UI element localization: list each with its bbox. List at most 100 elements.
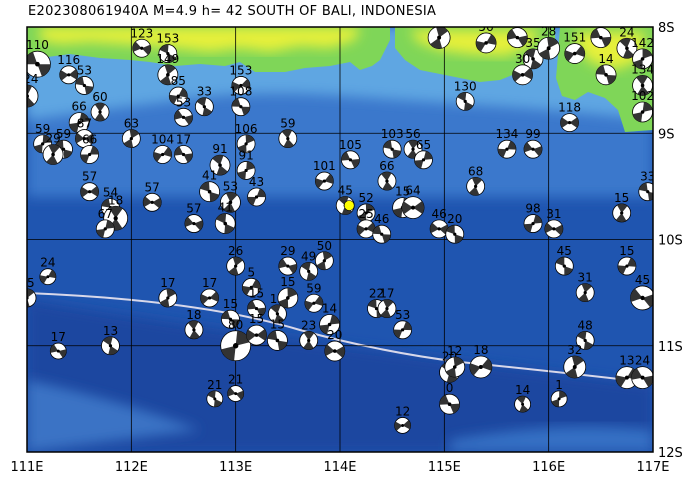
beachball: 21 bbox=[206, 378, 224, 408]
beachball-quadrant bbox=[512, 70, 523, 82]
beachball-quadrant bbox=[464, 101, 474, 111]
beachball-quadrant bbox=[46, 154, 58, 165]
beachball-depth-label: 29 bbox=[45, 132, 60, 146]
beachball-quadrant bbox=[251, 279, 261, 289]
beachball-quadrant bbox=[430, 222, 440, 234]
beachball-quadrant bbox=[89, 186, 99, 197]
beachball: 21 bbox=[227, 373, 245, 402]
beachball-quadrant bbox=[324, 173, 334, 184]
beachball-quadrant bbox=[382, 181, 393, 191]
beachball-quadrant bbox=[278, 297, 289, 308]
beachball-quadrant bbox=[246, 329, 257, 342]
beachball-center bbox=[275, 312, 280, 316]
beachball-quadrant bbox=[256, 307, 266, 317]
beachball: 20 bbox=[445, 212, 465, 244]
beachball: 101 bbox=[313, 159, 336, 191]
beachball-quadrant bbox=[507, 29, 518, 40]
beachball-center bbox=[452, 365, 457, 369]
beachball-center bbox=[228, 317, 233, 321]
beachball-quadrant bbox=[324, 344, 335, 356]
beachball-quadrant bbox=[402, 321, 412, 331]
beachball-depth-label: 106 bbox=[235, 122, 258, 136]
beachball-quadrant bbox=[75, 76, 85, 86]
beachball-depth-label: 153 bbox=[156, 32, 179, 46]
beachball-quadrant bbox=[583, 340, 594, 350]
beachball-quadrant bbox=[380, 308, 391, 318]
lon-tick-label: 117E bbox=[636, 460, 669, 475]
beachball: 53 bbox=[393, 308, 413, 340]
beachball-center bbox=[67, 73, 71, 77]
beachball-quadrant bbox=[313, 296, 323, 306]
beachball-depth-label: 116 bbox=[57, 53, 80, 67]
beachball-center bbox=[98, 110, 102, 114]
beachball-quadrant bbox=[303, 340, 314, 350]
beachball: 53 bbox=[174, 95, 193, 127]
beachball: 57 bbox=[142, 180, 162, 212]
beachball-center bbox=[87, 190, 92, 194]
beachball: 104 bbox=[151, 133, 174, 164]
beachball-quadrant bbox=[59, 70, 69, 81]
beachball: 149 bbox=[156, 52, 179, 86]
beachball-depth-label: 57 bbox=[186, 202, 201, 216]
beachball: 211 bbox=[589, 27, 612, 49]
beachball: 99 bbox=[523, 127, 543, 159]
beachball-center bbox=[244, 168, 248, 173]
beachball-center bbox=[223, 221, 228, 226]
beachball-depth-label: 67 bbox=[98, 207, 113, 221]
beachball-quadrant bbox=[224, 223, 235, 234]
beachball-center bbox=[640, 295, 645, 301]
beachball-depth-label: 30 bbox=[515, 52, 530, 66]
beachball-quadrant bbox=[574, 45, 585, 57]
beachball: 46 bbox=[429, 207, 449, 239]
beachball-depth-label: 0 bbox=[446, 381, 454, 395]
lon-tick-label: 115E bbox=[428, 460, 461, 475]
beachball: 64 bbox=[401, 184, 425, 220]
beachball-quadrant bbox=[221, 345, 236, 361]
beachball-depth-label: 15 bbox=[249, 287, 264, 301]
beachball-depth-label: 99 bbox=[525, 127, 540, 141]
beachball-center bbox=[103, 227, 107, 231]
beachball-quadrant bbox=[212, 155, 224, 166]
beachball-center bbox=[552, 227, 556, 231]
beachball-quadrant bbox=[162, 147, 172, 157]
beachball-depth-label: 33 bbox=[640, 170, 655, 184]
beachball-depth-label: 5 bbox=[247, 265, 255, 279]
beachball-depth-label: 17 bbox=[202, 276, 217, 290]
beachball-center bbox=[181, 115, 186, 119]
beachball-quadrant bbox=[166, 288, 176, 298]
beachball-center bbox=[401, 423, 405, 427]
beachball-quadrant bbox=[392, 149, 402, 159]
beachball-quadrant bbox=[559, 390, 567, 399]
beachball-depth-label: 102 bbox=[631, 89, 654, 103]
beachball-quadrant bbox=[414, 159, 424, 169]
beachball-depth-label: 53 bbox=[223, 179, 238, 193]
beachball-quadrant bbox=[533, 146, 543, 157]
beachball-quadrant bbox=[274, 313, 285, 323]
beachball-depth-label: 13 bbox=[103, 324, 118, 338]
beachball-quadrant bbox=[408, 140, 419, 150]
beachball-quadrant bbox=[366, 222, 376, 233]
beachball-quadrant bbox=[449, 403, 460, 414]
beachball: 1 bbox=[550, 378, 568, 408]
beachball: 15 bbox=[27, 276, 37, 308]
beachball-quadrant bbox=[216, 213, 227, 224]
beachball-depth-label: 17 bbox=[160, 276, 175, 290]
beachball: 29 bbox=[42, 132, 64, 165]
beachball-center bbox=[322, 179, 326, 183]
beachball-center bbox=[129, 136, 133, 141]
beachball-quadrant bbox=[50, 344, 59, 353]
beachball-depth-label: 33 bbox=[197, 85, 212, 99]
beachball-quadrant bbox=[445, 367, 456, 378]
beachball-quadrant bbox=[209, 191, 220, 202]
beachball-depth-label: 12 bbox=[447, 344, 462, 358]
beachball-center bbox=[364, 211, 368, 215]
beachball-depth-label: 149 bbox=[156, 52, 179, 66]
beachball-center bbox=[421, 158, 426, 162]
beachball-quadrant bbox=[96, 228, 106, 238]
beachball-quadrant bbox=[522, 67, 533, 80]
beachball-quadrant bbox=[616, 212, 627, 222]
beachball: 24 bbox=[631, 354, 653, 390]
beachball-quadrant bbox=[226, 192, 238, 203]
beachball-quadrant bbox=[469, 363, 481, 376]
beachball-depth-label: 80 bbox=[228, 318, 243, 332]
